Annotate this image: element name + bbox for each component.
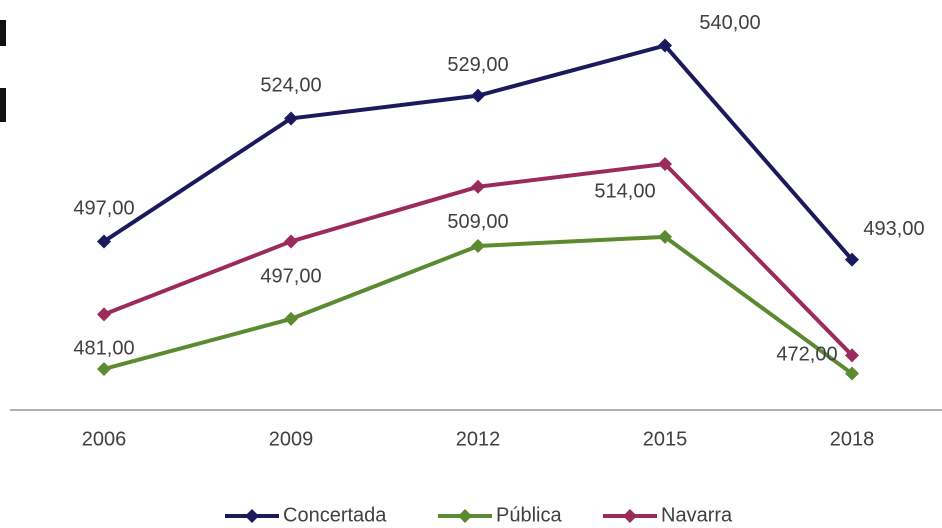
point — [471, 239, 485, 253]
point — [471, 179, 485, 194]
point — [284, 311, 298, 326]
data-label: 497,00 — [73, 198, 134, 220]
point — [97, 362, 111, 376]
point — [845, 252, 859, 267]
data-label: 524,00 — [260, 75, 321, 97]
point — [658, 157, 672, 171]
data-label: 540,00 — [699, 12, 760, 34]
legend-label: Navarra — [661, 504, 733, 526]
data-label: 481,00 — [73, 338, 134, 360]
data-label: 497,00 — [260, 266, 321, 288]
x-tick-label: 2018 — [830, 428, 875, 450]
edge-mark — [0, 20, 6, 46]
legend-marker — [245, 509, 259, 523]
point — [97, 307, 111, 322]
point — [658, 229, 672, 244]
x-tick-label: 2006 — [82, 428, 127, 450]
data-label: 493,00 — [863, 218, 924, 240]
legend-marker — [623, 509, 637, 523]
data-label: 514,00 — [594, 180, 655, 202]
legend-label: Concertada — [283, 504, 387, 526]
point — [471, 88, 485, 103]
legend-label: Pública — [496, 504, 562, 526]
series-line — [103, 234, 854, 376]
edge-mark — [0, 88, 6, 122]
data-label: 529,00 — [447, 54, 508, 76]
point — [845, 366, 859, 381]
x-tick-label: 2015 — [643, 428, 688, 450]
legend-marker — [458, 509, 472, 523]
data-label: 472,00 — [776, 344, 837, 366]
x-tick-label: 2009 — [269, 428, 314, 450]
point — [845, 348, 859, 363]
point — [97, 234, 111, 249]
data-label: 509,00 — [447, 211, 508, 233]
x-tick-label: 2012 — [456, 428, 501, 450]
point — [284, 111, 298, 126]
point — [284, 234, 298, 249]
point — [658, 38, 672, 53]
